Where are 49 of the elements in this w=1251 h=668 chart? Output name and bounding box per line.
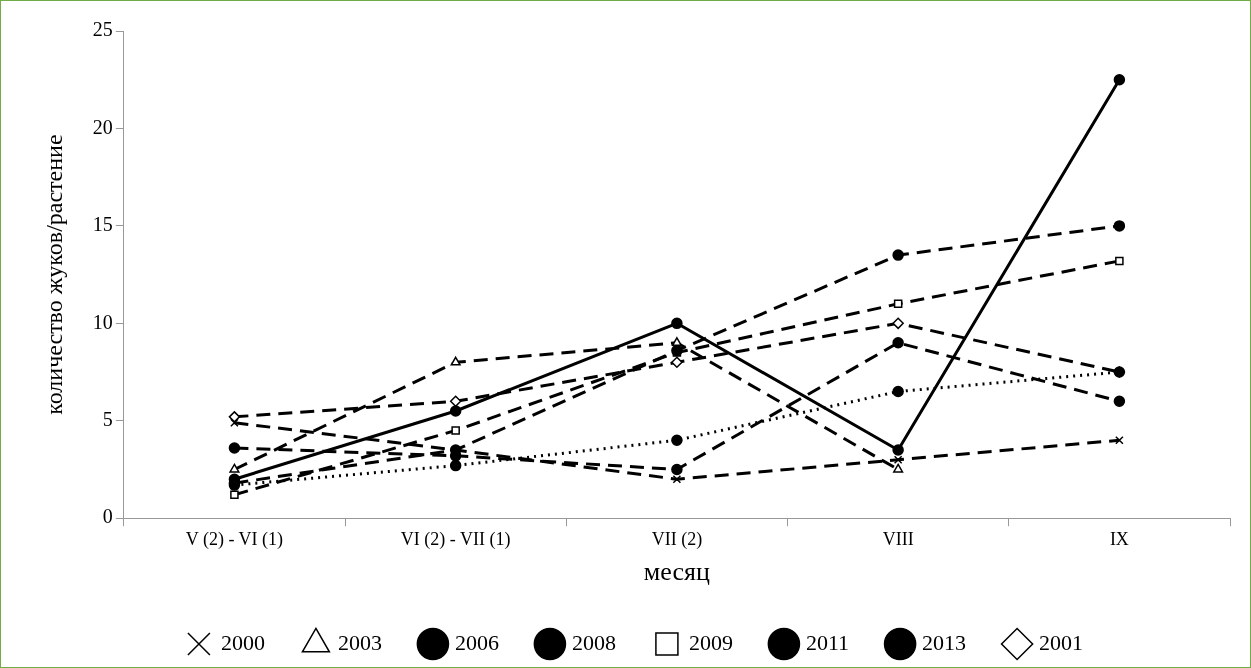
x-tick-label: VI (2) - VII (1) bbox=[400, 528, 511, 550]
point bbox=[451, 426, 460, 435]
legend-label: 2013 bbox=[922, 629, 967, 655]
point bbox=[892, 249, 904, 261]
point bbox=[671, 463, 683, 476]
legend-label: 2008 bbox=[571, 629, 616, 655]
point bbox=[230, 490, 239, 500]
legend-label: 2000 bbox=[220, 629, 265, 655]
point bbox=[671, 317, 683, 330]
point bbox=[892, 317, 904, 330]
point bbox=[672, 474, 682, 484]
point bbox=[449, 405, 462, 417]
x-tick-label: IX bbox=[1109, 528, 1129, 549]
x-tick-label: V (2) - VI (1) bbox=[185, 528, 284, 550]
y-tick-label: 15 bbox=[92, 213, 113, 236]
point bbox=[228, 411, 241, 423]
x-tick-label: VIII bbox=[882, 528, 914, 549]
point bbox=[1113, 220, 1126, 232]
legend-label: 2011 bbox=[805, 629, 850, 655]
point bbox=[893, 455, 903, 465]
legend-label: 2009 bbox=[688, 629, 733, 655]
y-tick-label: 0 bbox=[102, 505, 113, 528]
y-tick-label: 10 bbox=[92, 310, 113, 333]
legend-label: 2006 bbox=[454, 629, 499, 655]
point bbox=[450, 356, 461, 366]
point bbox=[228, 442, 241, 454]
legend-label: 2001 bbox=[1039, 629, 1084, 655]
point bbox=[671, 356, 683, 369]
point bbox=[230, 418, 239, 427]
legend-label: 2003 bbox=[337, 629, 382, 655]
point bbox=[1115, 256, 1124, 266]
y-tick-label: 5 bbox=[102, 408, 113, 431]
y-tick-label: 25 bbox=[92, 18, 113, 41]
point bbox=[229, 463, 240, 473]
x-tick-label: VII (2) bbox=[651, 528, 703, 550]
y-tick-label: 20 bbox=[92, 115, 113, 138]
point bbox=[893, 299, 903, 309]
x-axis-title: месяц bbox=[643, 557, 711, 587]
point bbox=[1113, 395, 1126, 408]
point bbox=[671, 337, 682, 347]
point bbox=[1115, 435, 1124, 445]
point bbox=[892, 337, 904, 349]
point bbox=[893, 463, 904, 473]
point bbox=[1113, 73, 1126, 86]
y-axis-title: количество жуков/растение bbox=[40, 134, 67, 415]
point bbox=[892, 385, 904, 398]
point bbox=[449, 459, 462, 472]
point bbox=[892, 444, 904, 456]
point bbox=[671, 434, 683, 446]
